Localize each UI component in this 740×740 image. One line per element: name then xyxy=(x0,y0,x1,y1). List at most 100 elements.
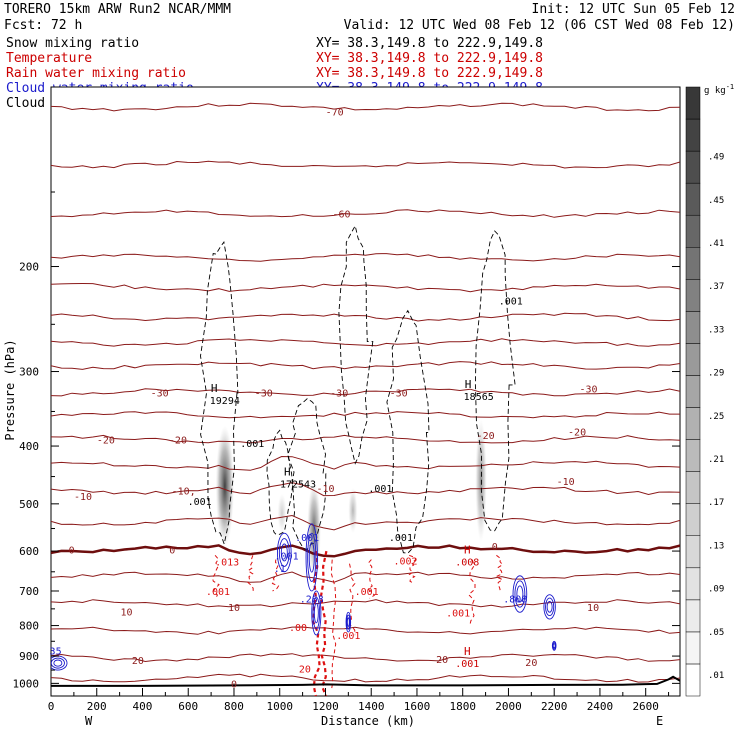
temperature-label: -30 xyxy=(390,388,408,399)
temperature-label: -60 xyxy=(332,210,350,221)
colorbar-label: .01 xyxy=(708,671,724,681)
y-tick-label: 1000 xyxy=(13,677,40,690)
temperature-label: 20 xyxy=(436,655,448,666)
temperature-contour xyxy=(51,282,680,293)
temperature-contour xyxy=(51,514,680,531)
rain-contours xyxy=(211,550,504,696)
temperature-contour xyxy=(51,626,680,635)
rain-contour xyxy=(367,559,376,599)
x-tick-label: 1400 xyxy=(358,700,385,713)
colorbar-label: .41 xyxy=(708,239,724,249)
x-tick-label: 0 xyxy=(48,700,55,713)
field-xy: XY= 38.3,149.8 to 222.9,149.8 xyxy=(316,36,543,51)
snow-max-marker: H xyxy=(211,382,218,395)
colorbar-swatch xyxy=(685,567,701,601)
cloud-ice-contours xyxy=(200,224,516,554)
cloud-ice-contour xyxy=(338,224,374,465)
temperature-contour xyxy=(51,411,680,419)
colorbar-label: .33 xyxy=(708,325,724,335)
cloud-water-contour xyxy=(308,542,315,573)
temperature-label: -20 xyxy=(169,435,187,446)
colorbar-swatch xyxy=(685,214,701,248)
cloud-ice-label: .001 xyxy=(240,439,264,450)
colorbar-swatch xyxy=(685,150,701,184)
cloud-water-label: 35 xyxy=(50,646,62,657)
temperature-contour xyxy=(51,253,680,262)
y-tick-label: 300 xyxy=(19,366,39,379)
y-tick-label: 900 xyxy=(19,650,39,663)
rain-contour xyxy=(247,555,254,592)
rain-max-value: .008 xyxy=(455,558,479,569)
colorbar-swatch xyxy=(685,279,701,312)
colorbar-label: .17 xyxy=(708,498,724,508)
x-axis-west: W xyxy=(85,714,93,728)
cloud-water-label: .1 xyxy=(274,564,286,575)
x-tick-label: 800 xyxy=(224,700,244,713)
temperature-label: -20 xyxy=(568,427,586,438)
cloud-water-contour xyxy=(543,594,556,620)
freezing-level-contour xyxy=(51,544,680,558)
temperature-label: 0 xyxy=(231,679,237,690)
temperature-label: 20 xyxy=(132,656,144,667)
colorbar-unit: g kg-1 xyxy=(704,83,734,96)
temperature-label: -10 xyxy=(74,492,92,503)
y-tick-label: 600 xyxy=(19,545,39,558)
field-name: Rain water mixing ratio xyxy=(6,66,186,81)
y-tick-label: 200 xyxy=(19,261,39,274)
rain-contour xyxy=(408,554,417,584)
y-tick-label: 800 xyxy=(19,620,39,633)
colorbar-swatch xyxy=(685,631,701,665)
colorbar-label: .25 xyxy=(708,412,724,422)
field-name: Snow mixing ratio xyxy=(6,36,139,51)
cloud-water-label: .001 xyxy=(275,551,299,562)
x-axis-label: Distance (km) xyxy=(321,714,415,728)
temperature-contour xyxy=(51,160,680,169)
temperature-contour xyxy=(51,312,680,322)
model-title: TORERO 15km ARW Run2 NCAR/MMM xyxy=(4,2,231,17)
cloud-water-contour xyxy=(514,580,526,608)
colorbar-swatch xyxy=(685,118,701,152)
temperature-label: -20 xyxy=(477,431,495,442)
x-tick-label: 200 xyxy=(87,700,107,713)
rain-label: .001 xyxy=(336,631,360,642)
field-xy: XY= 38.3,149.8 to 222.9,149.8 xyxy=(316,51,543,66)
x-tick-label: 1800 xyxy=(449,700,476,713)
temperature-label: -10 xyxy=(557,477,575,488)
colorbar-swatch xyxy=(685,663,701,697)
temperature-contour xyxy=(51,338,680,347)
temperature-contour xyxy=(51,455,680,471)
cloud-water-label: .001 xyxy=(295,533,319,544)
cloud-ice-label: .001 xyxy=(499,296,523,307)
x-tick-label: 2400 xyxy=(587,700,614,713)
cloud-water-contour xyxy=(51,657,65,669)
cloud-water-contour xyxy=(278,538,290,567)
cloud-water-contour xyxy=(345,611,352,633)
rain-label: 20 xyxy=(299,665,311,676)
colorbar-swatch xyxy=(685,343,701,376)
rain-contour xyxy=(330,559,337,692)
rain-contour xyxy=(271,559,280,592)
snow-max-marker: H xyxy=(465,378,472,391)
cloud-ice-contour xyxy=(287,398,327,550)
temperature-label: -30 xyxy=(579,384,597,395)
colorbar-swatch xyxy=(685,375,701,408)
temperature-contour xyxy=(51,482,680,497)
temperature-label: -30 xyxy=(151,388,169,399)
cloud-water-contour xyxy=(346,617,350,627)
snow-max-marker: H xyxy=(284,465,291,478)
temperature-label: -70 xyxy=(326,108,344,119)
cloud-water-label: .808 xyxy=(503,594,527,605)
rain-max-marker: H xyxy=(464,544,471,557)
colorbar-swatch xyxy=(685,535,701,569)
colorbar-swatch xyxy=(685,311,701,344)
y-tick-label: 700 xyxy=(19,585,39,598)
snow-max-value: 19294 xyxy=(210,396,240,407)
temperature-contour xyxy=(51,653,680,663)
cloud-water-contour xyxy=(545,597,555,617)
temperature-contours xyxy=(51,102,680,683)
cloud-ice-label: .001 xyxy=(368,484,392,495)
rain-max-marker: H xyxy=(464,645,471,658)
cloud-water-contour xyxy=(512,575,528,613)
cloud-water-contour xyxy=(346,614,351,630)
colorbar-label: .45 xyxy=(708,196,724,206)
